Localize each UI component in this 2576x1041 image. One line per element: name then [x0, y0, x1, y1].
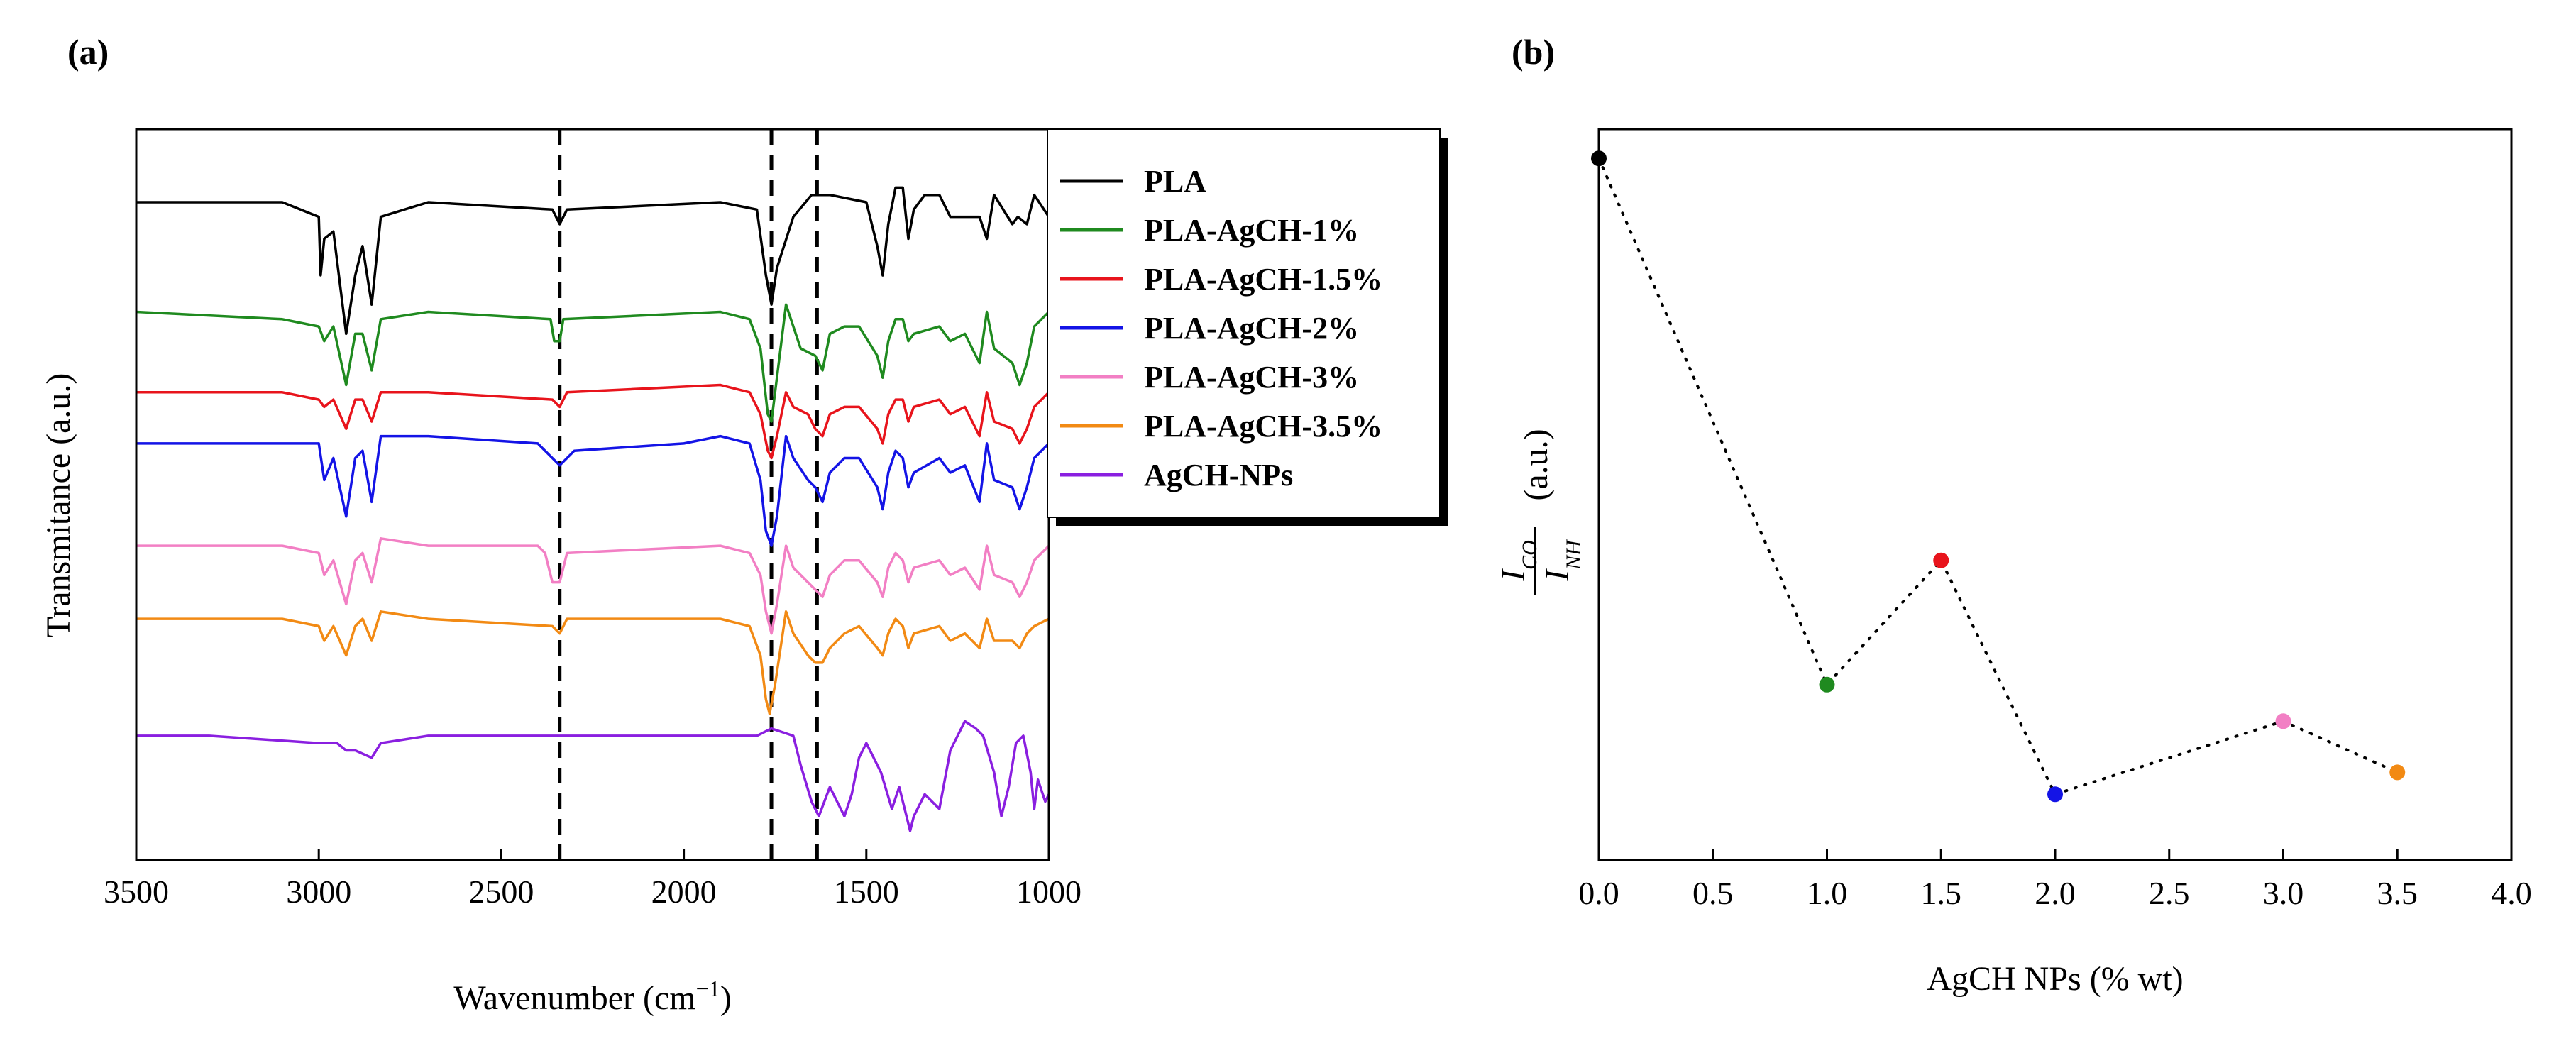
x-ticks-a: 3500 3000 2500 2000 1500 1000 [104, 849, 1081, 910]
x-tick-label-b: 0.5 [1692, 875, 1734, 911]
legend-label: PLA-AgCH-2% [1144, 311, 1359, 346]
x-tick-label-b: 2.5 [2149, 875, 2190, 911]
series-line-pla-agch-1- [136, 303, 1050, 423]
series-line-pla-agch-1-5- [136, 383, 1050, 460]
x-tick-label-a: 2000 [651, 874, 717, 910]
series-line-pla-agch-3-5- [136, 610, 1050, 715]
plot-frame-b [1597, 128, 2513, 861]
y-axis-title-b: ICO INH (a.u.) [1495, 429, 1585, 595]
ratio-series [1591, 150, 2406, 803]
spectra-series [136, 186, 1050, 832]
x-tick-label-b: 2.0 [2035, 875, 2076, 911]
x-tick-label-b: 4.0 [2491, 875, 2532, 911]
data-point [2275, 713, 2291, 729]
x-ticks-b: 0.0 0.5 1.0 1.5 2.0 2.5 3.0 3.5 4.0 [1578, 849, 2532, 911]
x-tick-label-b: 3.0 [2263, 875, 2304, 911]
data-point [1591, 150, 1607, 167]
x-tick-label-a: 1500 [834, 874, 899, 910]
data-point [1933, 552, 1949, 568]
legend-label: PLA-AgCH-3.5% [1144, 409, 1382, 444]
legend-label: PLA [1144, 164, 1206, 199]
x-tick-label-a: 3000 [286, 874, 351, 910]
panel-a: (a) 3500 3000 2500 2000 1500 1000 Wavenumber … [40, 32, 1448, 1017]
series-line-agch-nps [136, 720, 1050, 832]
panel-b: (b) 0.0 0.5 1.0 1.5 2.0 2.5 3.0 3.5 4.0 AgCH NPs… [1495, 32, 2532, 998]
data-point [2389, 764, 2406, 781]
series-line-pla-agch-2- [136, 434, 1050, 547]
reference-lines [558, 129, 819, 860]
dotted-trend-line [1597, 157, 2399, 796]
x-axis-title-a: Wavenumber (cm−1) [453, 976, 731, 1017]
panel-a-label: (a) [67, 32, 109, 72]
x-tick-label-a: 2500 [468, 874, 534, 910]
legend-label: PLA-AgCH-3% [1144, 360, 1359, 395]
legend: PLA PLA-AgCH-1% PLA-AgCH-1.5% PLA-AgCH-2% PL… [1047, 128, 1448, 526]
x-tick-label-b: 1.5 [1921, 875, 1962, 911]
panel-b-label: (b) [1512, 32, 1555, 72]
series-line-pla-agch-3- [136, 537, 1050, 635]
x-tick-label-a: 1000 [1016, 874, 1081, 910]
legend-box [1047, 128, 1441, 518]
x-tick-label-b: 3.5 [2377, 875, 2418, 911]
x-tick-label-b: 1.0 [1807, 875, 1848, 911]
svg-text:INH: INH [1539, 539, 1585, 582]
legend-label: PLA-AgCH-1.5% [1144, 262, 1382, 297]
x-tick-label-b: 0.0 [1578, 875, 1619, 911]
plot-frame-a [135, 128, 1050, 861]
x-axis-title-b: AgCH NPs (% wt) [1927, 960, 2183, 998]
legend-label: AgCH-NPs [1144, 458, 1293, 492]
series-line-pla [136, 186, 1050, 336]
legend-label: PLA-AgCH-1% [1144, 213, 1359, 248]
y-axis-title-a: Transmitance (a.u.) [40, 373, 77, 638]
data-point [1819, 676, 1835, 693]
data-point [2047, 786, 2063, 803]
x-tick-label-a: 3500 [104, 874, 169, 910]
svg-text:ICO: ICO [1495, 540, 1541, 582]
svg-text:(a.u.): (a.u.) [1517, 429, 1555, 500]
